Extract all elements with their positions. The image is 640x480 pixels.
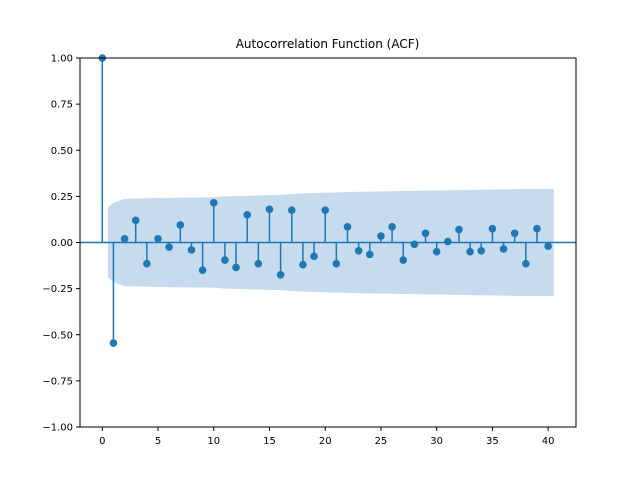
y-tick-label: 0.75 [51, 100, 73, 111]
acf-marker [232, 263, 240, 272]
acf-marker [265, 205, 274, 214]
x-tick-label: 0 [99, 436, 105, 447]
x-tick-label: 30 [430, 436, 443, 447]
acf-marker [354, 247, 363, 255]
acf-marker [399, 256, 408, 264]
acf-marker [198, 266, 207, 274]
acf-marker [377, 232, 385, 240]
x-tick-label: 5 [155, 436, 161, 447]
x-tick-label: 10 [207, 436, 220, 447]
acf-marker [522, 259, 530, 268]
x-tick-label: 20 [319, 436, 332, 447]
x-tick-label: 15 [263, 436, 276, 447]
acf-marker [109, 339, 118, 347]
acf-marker [310, 252, 318, 261]
y-tick-label: −1.00 [42, 423, 73, 434]
acf-marker [432, 247, 441, 256]
acf-marker [343, 223, 352, 231]
chart-title: Autocorrelation Function (ACF) [236, 37, 420, 51]
y-tick-label: −0.75 [42, 376, 73, 387]
plot-area [80, 54, 576, 347]
acf-marker [533, 224, 541, 233]
acf-marker [154, 235, 162, 243]
acf-marker [488, 224, 497, 233]
acf-marker [143, 259, 151, 268]
y-axis: 1.00 0.75 0.50 0.25 0.00 −0.25 −0.50 −0.75 −1.00 [42, 54, 80, 434]
acf-marker [176, 221, 185, 229]
x-tick-label: 25 [375, 436, 388, 447]
acf-marker [254, 259, 263, 268]
acf-marker [544, 242, 552, 250]
acf-marker [410, 240, 419, 249]
y-tick-label: 0.50 [51, 146, 73, 157]
acf-marker [321, 206, 330, 215]
acf-marker [510, 229, 519, 238]
acf-marker [332, 259, 341, 268]
y-tick-label: 0.00 [51, 238, 73, 249]
acf-marker [131, 216, 140, 225]
acf-marker [466, 247, 474, 256]
acf-marker [209, 199, 218, 207]
acf-marker [243, 211, 251, 219]
x-tick-label: 40 [542, 436, 555, 447]
acf-marker [165, 243, 173, 251]
x-axis: 0 5 10 15 20 25 30 35 40 [99, 427, 555, 447]
acf-marker [276, 270, 285, 279]
y-tick-label: 1.00 [51, 54, 73, 65]
axes-frame [79, 57, 577, 428]
acf-marker [421, 229, 430, 238]
acf-marker [455, 225, 463, 234]
y-tick-label: −0.50 [42, 330, 73, 341]
acf-marker [499, 245, 508, 253]
acf-marker [477, 247, 486, 255]
acf-marker [187, 246, 196, 254]
acf-marker [365, 250, 374, 259]
acf-marker [120, 235, 129, 243]
y-tick-label: 0.25 [51, 192, 73, 203]
acf-marker [388, 223, 396, 231]
y-tick-label: −0.25 [42, 284, 73, 295]
acf-marker [444, 237, 452, 246]
acf-marker [221, 256, 229, 264]
acf-marker [287, 206, 296, 215]
acf-marker [299, 260, 307, 269]
x-tick-label: 35 [486, 436, 499, 447]
